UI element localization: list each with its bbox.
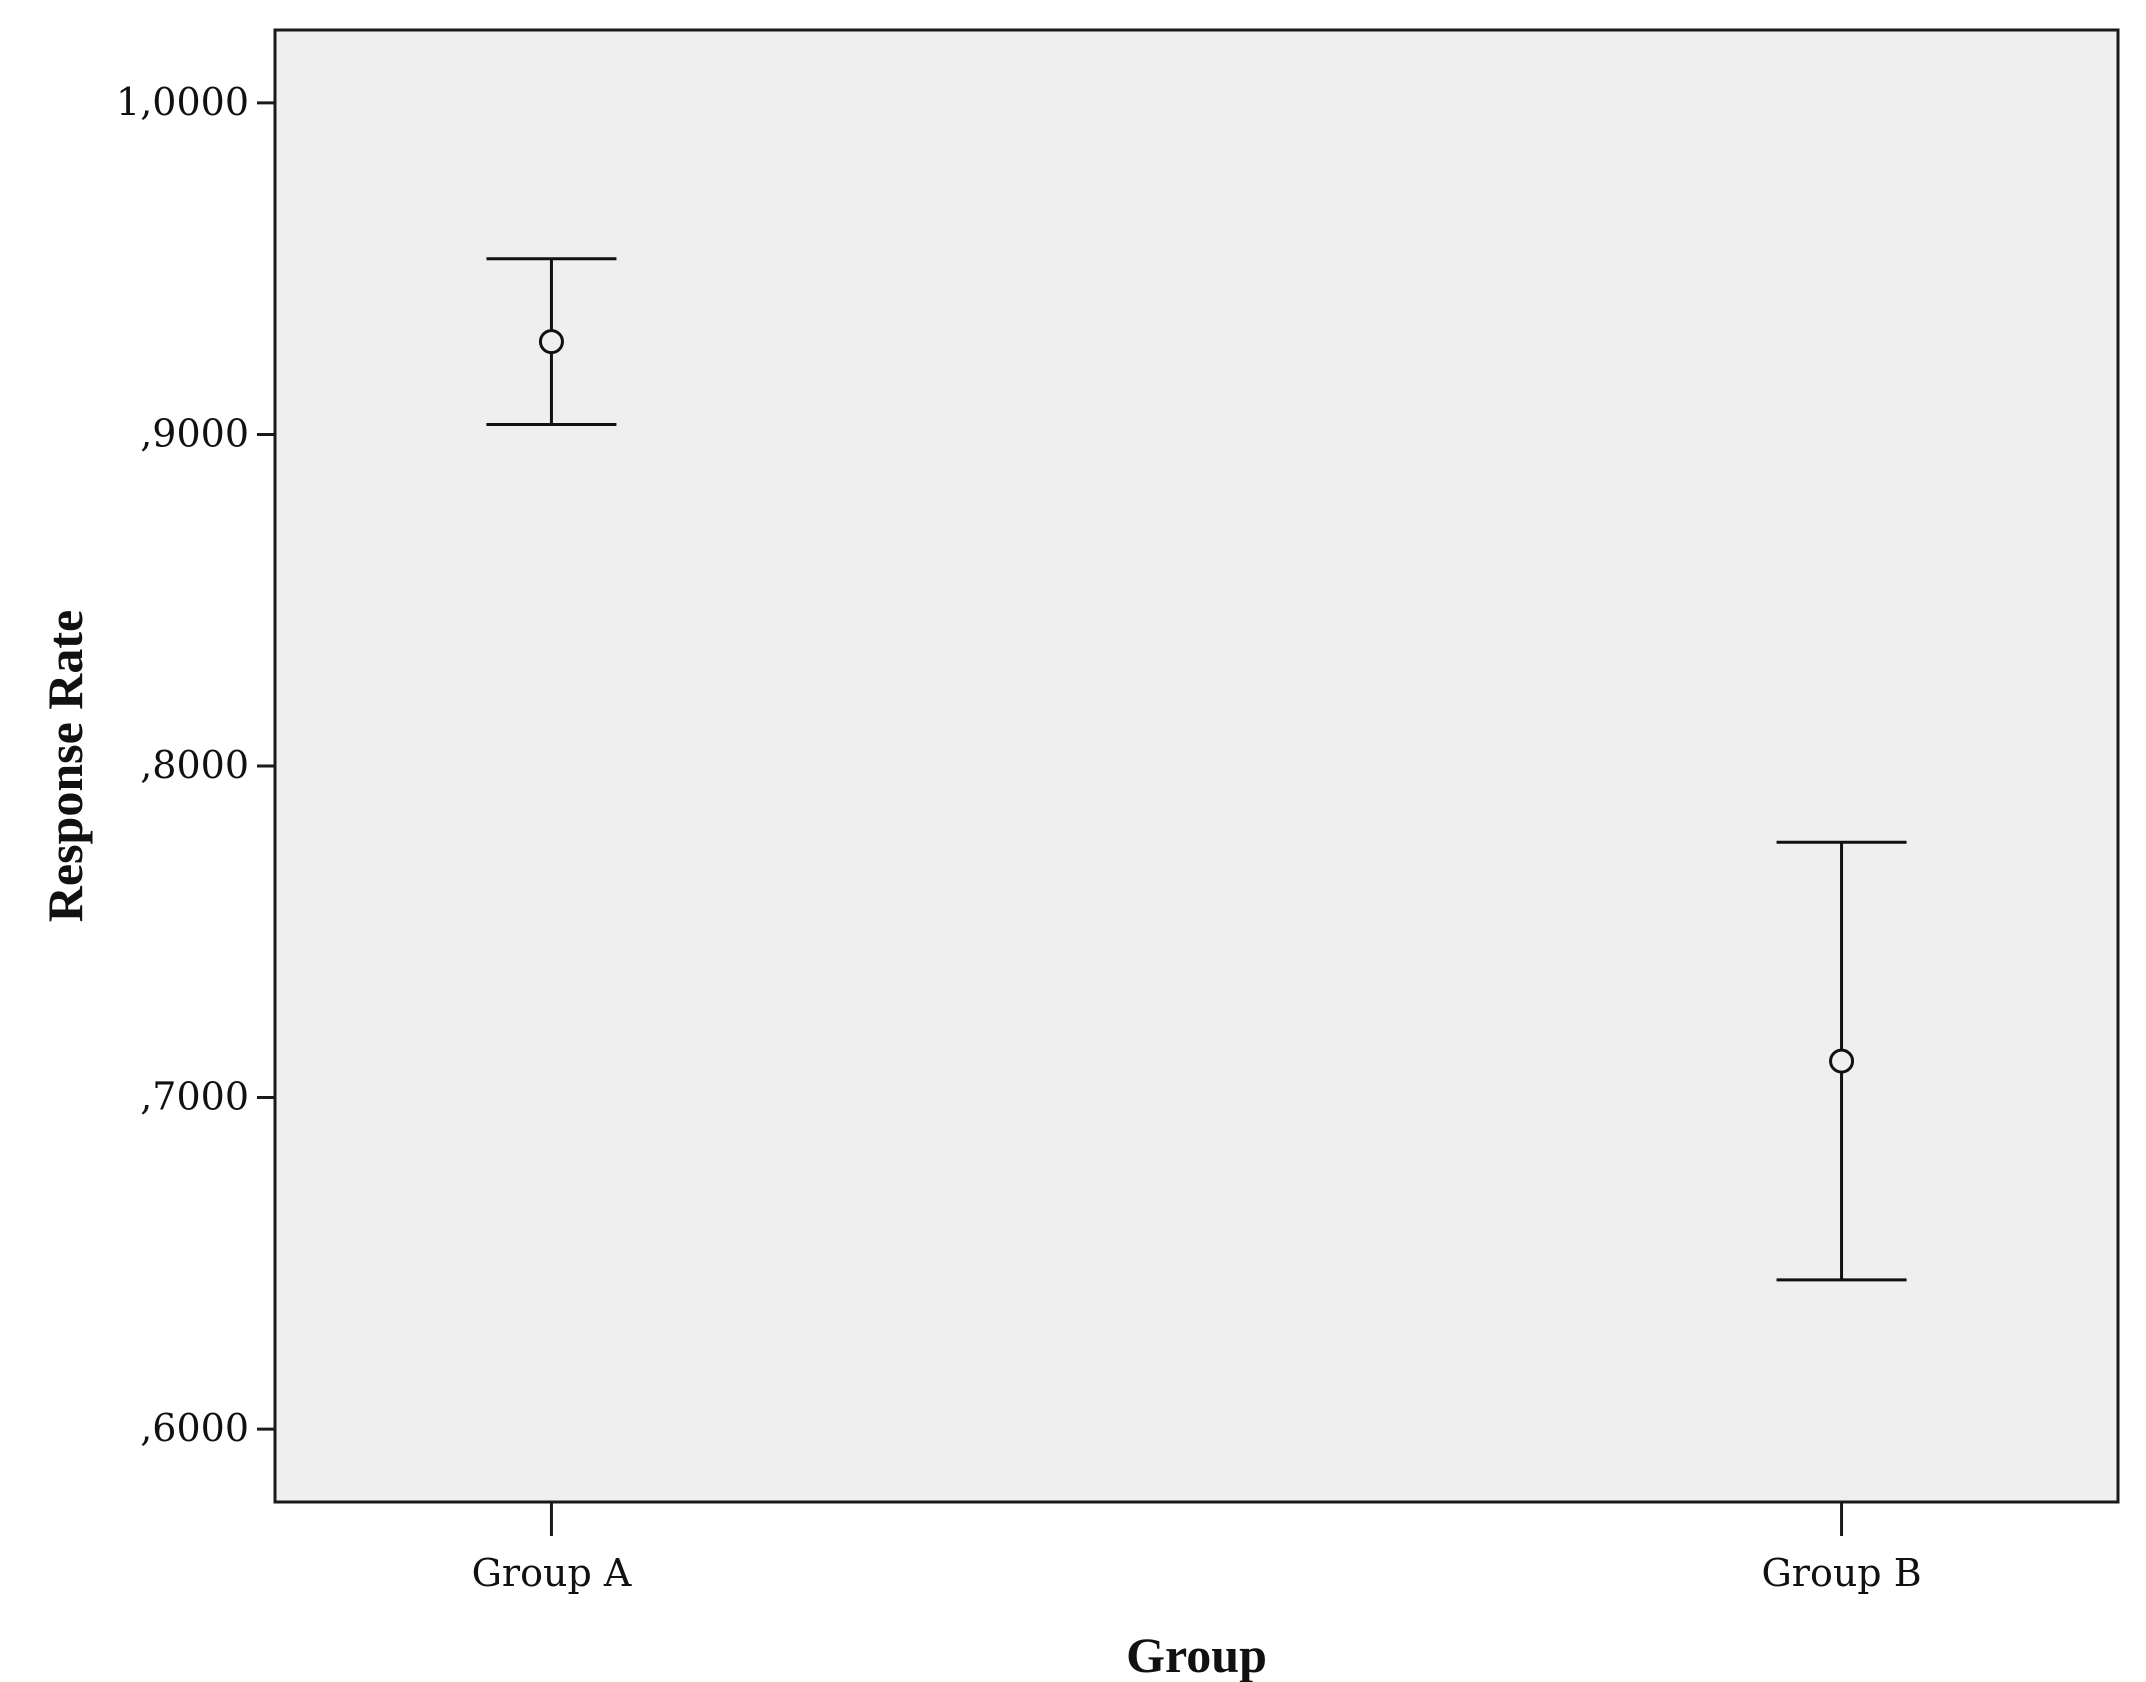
x-tick-label: Group A	[472, 1551, 632, 1595]
x-axis: Group A Group B	[472, 1502, 1922, 1595]
mean-marker	[1829, 1048, 1855, 1074]
y-tick-label: ,8000	[140, 743, 249, 787]
error-bar-1	[486, 257, 617, 427]
error-bar-2	[1776, 840, 1907, 1282]
y-tick-label: ,7000	[140, 1075, 249, 1119]
x-axis-title: Group	[1126, 1627, 1267, 1682]
y-tick-label: 1,0000	[116, 80, 249, 124]
x-tick-label: Group B	[1761, 1551, 1921, 1595]
mean-marker	[538, 329, 564, 355]
y-tick-label: ,9000	[140, 411, 249, 455]
y-axis: ,6000 ,7000 ,8000 ,9000 1,0000	[116, 80, 275, 1450]
y-axis-title: Response Rate	[37, 610, 93, 922]
plot-area	[273, 28, 2120, 1504]
error-bars	[486, 257, 1907, 1282]
y-tick-label: ,6000	[140, 1406, 249, 1450]
